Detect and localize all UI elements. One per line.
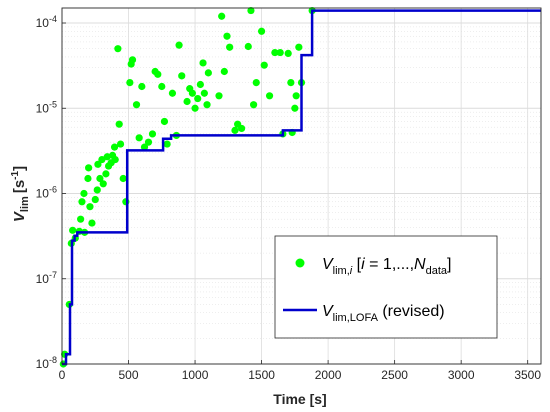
scatter-point-69 [244, 42, 252, 51]
scatter-point-82 [291, 104, 299, 112]
scatter-point-84 [295, 43, 303, 51]
x-tick-label-5: 2500 [381, 368, 408, 382]
legend: Vlim,i [i = 1,...,Ndata] Vlim,LOFA (revi… [274, 235, 498, 339]
scatter-point-38 [138, 82, 146, 91]
scatter-point-14 [88, 219, 96, 227]
scatter-point-66 [231, 126, 239, 134]
x-tick-label-1: 500 [119, 368, 139, 382]
scatter-point-55 [194, 94, 202, 103]
scatter-point-77 [276, 48, 284, 57]
scatter-point-35 [128, 56, 137, 64]
scatter-point-17 [94, 160, 102, 168]
x-tick-label-3: 1500 [248, 368, 275, 382]
legend-entry-line: Vlim,LOFA (revised) [322, 303, 445, 324]
legend-box [274, 235, 498, 339]
scatter-point-83 [292, 92, 300, 100]
scatter-point-46 [163, 140, 171, 148]
scatter-point-73 [257, 27, 266, 35]
scatter-point-65 [226, 43, 234, 51]
y-tick-label-3: 10-5 [36, 99, 57, 115]
scatter-point-4 [69, 226, 77, 234]
scatter-point-19 [98, 155, 106, 164]
scatter-point-36 [132, 101, 141, 109]
scatter-series [59, 6, 316, 368]
scatter-point-43 [154, 70, 162, 78]
scatter-point-31 [119, 174, 127, 183]
scatter-point-39 [140, 143, 149, 151]
scatter-point-7 [77, 215, 85, 223]
legend-marker-scatter [295, 258, 305, 268]
y-tick-label-2: 10-6 [36, 185, 57, 201]
scatter-point-41 [148, 130, 157, 138]
scatter-point-16 [93, 186, 101, 194]
scatter-point-54 [191, 104, 199, 112]
scatter-point-53 [188, 89, 196, 97]
scatter-point-79 [284, 49, 292, 58]
x-tick-label-6: 3000 [448, 368, 475, 382]
y-tick-labels: 10-8 10-7 10-6 10-5 10-4 [36, 14, 57, 371]
scatter-point-21 [102, 170, 110, 178]
scatter-point-64 [223, 32, 231, 40]
scatter-point-50 [178, 72, 186, 80]
scatter-point-75 [265, 92, 274, 100]
scatter-point-13 [86, 203, 94, 211]
scatter-point-72 [252, 78, 260, 87]
scatter-point-68 [238, 124, 246, 133]
plot-frame [61, 7, 542, 365]
scatter-point-51 [183, 97, 191, 106]
x-tick-label-2: 1000 [182, 368, 209, 382]
y-axis-label: Vlim[s-1] [10, 166, 31, 222]
step-line-series [62, 9, 541, 366]
scatter-point-20 [99, 180, 107, 188]
scatter-point-56 [196, 80, 204, 89]
y-tick-label-0: 10-8 [36, 355, 57, 371]
scatter-point-71 [250, 101, 258, 109]
scatter-point-74 [260, 61, 268, 69]
scatter-point-26 [110, 143, 119, 151]
x-axis-label: Time [s] [273, 391, 326, 407]
x-tick-label-7: 3500 [514, 368, 541, 382]
scatter-point-58 [200, 89, 208, 97]
scatter-point-63 [220, 67, 228, 76]
scatter-point-8 [78, 198, 86, 206]
x-tick-labels: 0 500 1000 1500 2000 2500 3000 3500 [59, 368, 542, 382]
scatter-point-15 [91, 195, 99, 204]
scatter-point-11 [84, 174, 92, 183]
scatter-point-37 [135, 134, 143, 142]
scatter-point-62 [218, 12, 226, 20]
scatter-point-44 [158, 82, 166, 91]
x-tick-label-4: 2000 [315, 368, 342, 382]
scatter-point-40 [144, 138, 153, 146]
scatter-point-33 [126, 78, 134, 87]
scatter-point-60 [204, 69, 212, 77]
scatter-point-18 [96, 174, 104, 183]
scatter-point-45 [160, 117, 169, 126]
scatter-point-59 [203, 101, 211, 109]
scatter-point-80 [287, 78, 295, 87]
y-tick-label-4: 10-4 [36, 14, 57, 30]
legend-entry-scatter: Vlim,i [i = 1,...,Ndata] [322, 256, 451, 277]
scatter-point-28 [114, 45, 122, 53]
axes [61, 7, 542, 365]
scatter-point-61 [215, 92, 223, 100]
scatter-point-47 [168, 89, 177, 97]
scatter-point-27 [111, 155, 119, 164]
scatter-point-29 [115, 120, 123, 128]
scatter-point-30 [116, 140, 125, 148]
scatter-point-12 [85, 164, 93, 172]
x-tick-label-0: 0 [59, 368, 66, 382]
scatter-point-57 [199, 59, 207, 67]
y-tick-label-1: 10-7 [36, 270, 57, 286]
scatter-point-49 [175, 41, 183, 49]
scatter-point-70 [247, 6, 255, 15]
scatter-point-9 [80, 189, 88, 198]
scatter-point-76 [271, 48, 279, 57]
